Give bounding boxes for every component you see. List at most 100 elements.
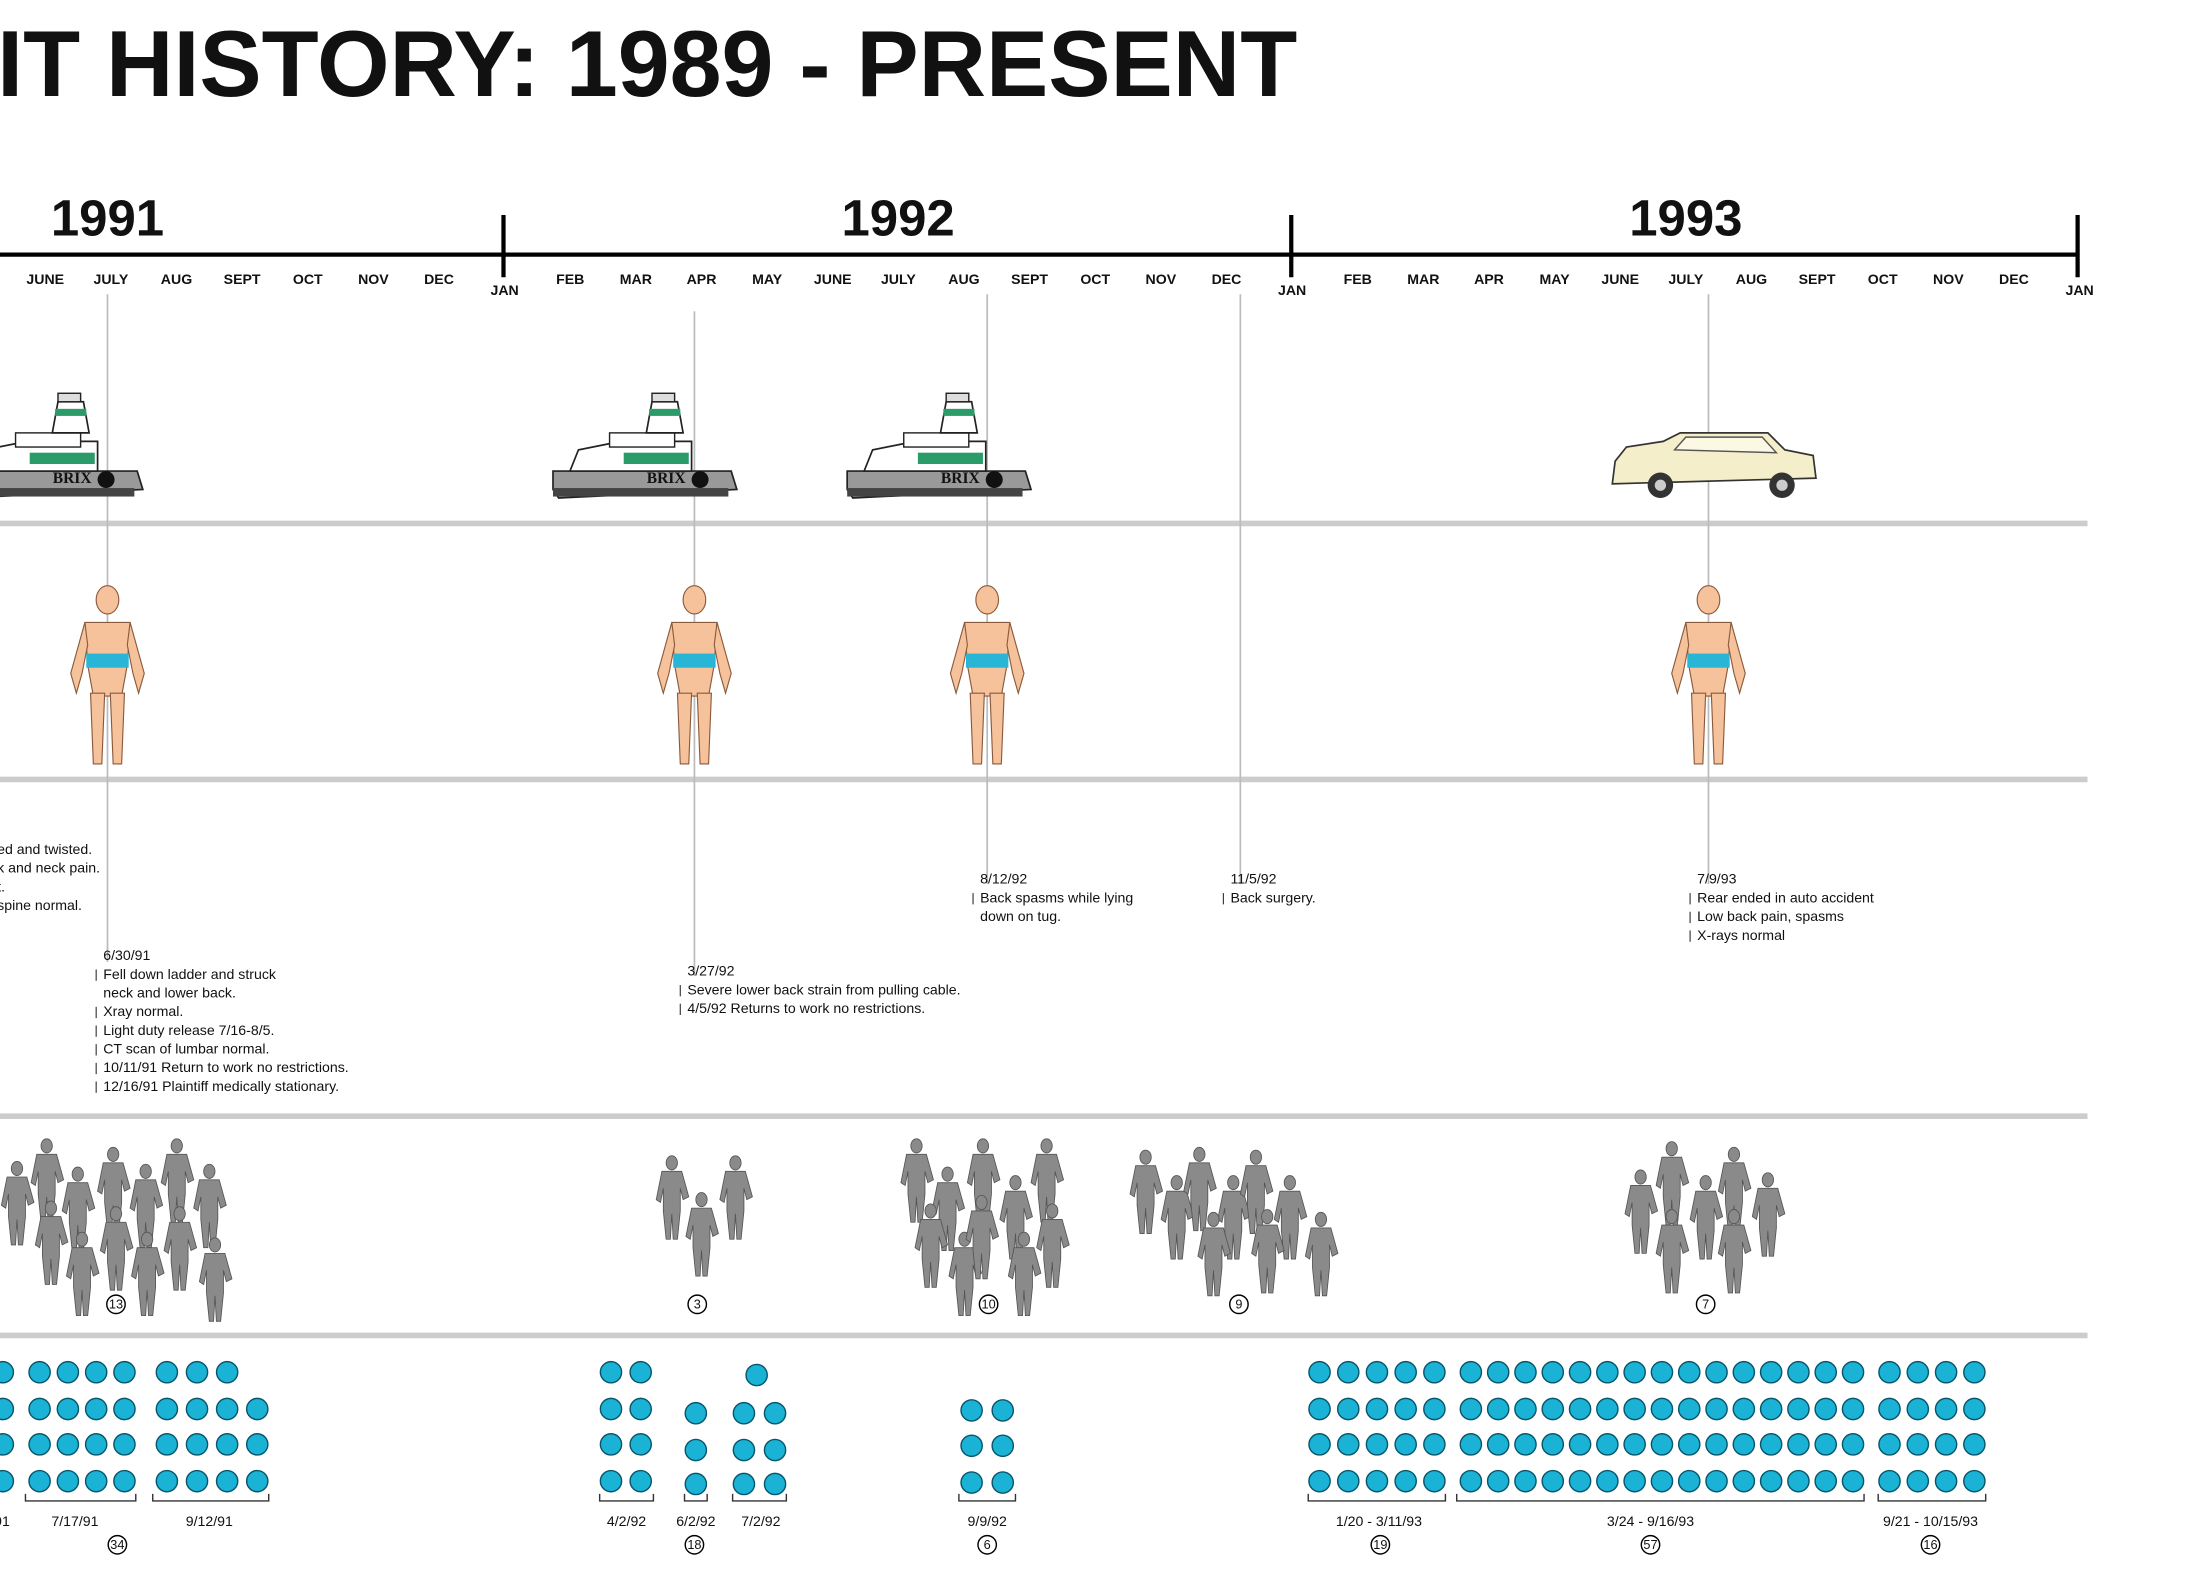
hull-band (0, 488, 135, 497)
visit-dot (113, 1433, 136, 1456)
visit-dot (1906, 1360, 1930, 1384)
month-label: JUNE (26, 271, 64, 287)
note-line: Low back pain, spasms (1697, 908, 1844, 924)
month-label: MAR (620, 271, 652, 287)
head (1696, 585, 1721, 615)
visit-dot (1878, 1397, 1901, 1421)
visit-dot (1732, 1397, 1756, 1421)
person-silhouette (1304, 1212, 1339, 1297)
visit-dot (960, 1399, 983, 1422)
note-line: Back surgery. (1230, 889, 1315, 905)
visit-label: 7/17/91 (51, 1513, 98, 1529)
month-label: JULY (1668, 271, 1703, 287)
person-silhouette (900, 1138, 934, 1223)
visit-label: 4/2/92 (607, 1513, 646, 1529)
visit-dot (1787, 1397, 1810, 1421)
visit-dot (1568, 1360, 1592, 1384)
title: IT HISTORY: 1989 - PRESENT (0, 11, 1297, 116)
visit-dot (1677, 1360, 1701, 1384)
note-line: k and neck pain. (0, 860, 100, 876)
tire (985, 471, 1003, 489)
count-number: 16 (1923, 1537, 1937, 1552)
body-figure (657, 585, 732, 765)
cabin-stripe (623, 452, 689, 465)
visit-dot (1308, 1397, 1331, 1421)
visit-dot (0, 1469, 15, 1493)
person-silhouette (1239, 1149, 1274, 1235)
note-date: 6/30/91 (103, 947, 150, 963)
visit-dot (1336, 1360, 1360, 1384)
visit-dot (1906, 1397, 1930, 1421)
visit-dot (1814, 1433, 1838, 1456)
tugboat-icon: BRIX (552, 392, 738, 499)
visit-dot (1732, 1433, 1756, 1456)
visit-dot (1963, 1360, 1986, 1384)
visit-dot (1934, 1360, 1958, 1384)
count-number: 19 (1373, 1537, 1387, 1552)
count-circle (107, 1534, 128, 1555)
visit-label: 3/24 - 9/16/93 (1607, 1513, 1694, 1529)
head (682, 585, 707, 615)
visit-dot (1934, 1433, 1958, 1456)
visit-dot (1814, 1397, 1838, 1421)
visit-dot (1906, 1469, 1930, 1493)
visit-dot (1934, 1397, 1958, 1421)
visit-dot (84, 1433, 108, 1456)
visit-dot (684, 1401, 708, 1425)
visit-dot (113, 1469, 136, 1493)
visit-dot (185, 1469, 209, 1493)
person-silhouette (655, 1155, 690, 1240)
visit-dot (1336, 1397, 1360, 1421)
count-circle (1229, 1294, 1249, 1315)
count-number: 18 (687, 1537, 701, 1552)
visit-dot (745, 1363, 768, 1387)
person-silhouette (685, 1192, 719, 1277)
year-label: 1991 (51, 190, 164, 247)
count-circle (687, 1294, 708, 1315)
legs (676, 692, 712, 765)
visit-dot (1650, 1469, 1674, 1493)
tugboat-icon: BRIX (0, 392, 144, 498)
visit-dot (155, 1360, 179, 1384)
person-silhouette (193, 1163, 227, 1249)
visit-dot (1336, 1469, 1360, 1493)
visit-dot (84, 1360, 108, 1384)
visit-dot (1486, 1469, 1510, 1493)
count-circle (1370, 1534, 1391, 1555)
note-line: Severe lower back strain from pulling ca… (687, 981, 960, 997)
visit-dot (56, 1469, 80, 1493)
visit-dot (1759, 1397, 1783, 1421)
person-silhouette (999, 1175, 1033, 1260)
note-line: X-rays normal (1697, 927, 1785, 943)
upper-cabin (903, 432, 970, 448)
note-line: 10/11/91 Return to work no restrictions. (103, 1059, 348, 1075)
visit-dot (1459, 1397, 1483, 1421)
month-label: SEPT (1799, 271, 1836, 287)
visit-label: 1/20 - 3/11/93 (1336, 1513, 1422, 1529)
note-line: 12/16/91 Plaintiff medically stationary. (103, 1078, 339, 1094)
visit-dot (84, 1397, 108, 1421)
visit-dot (185, 1433, 209, 1456)
month-label: AUG (948, 271, 979, 287)
month-label: JUNE (1601, 271, 1639, 287)
group-brace (152, 1493, 270, 1502)
tower (645, 400, 685, 434)
month-label: AUG (161, 271, 192, 287)
visit-dot (1459, 1433, 1483, 1456)
boat-name: BRIX (53, 470, 93, 487)
visit-dot (56, 1397, 80, 1421)
visit-dot (1486, 1433, 1510, 1456)
visit-dot (684, 1438, 708, 1462)
note-line: Back spasms while lying (980, 889, 1133, 905)
count-number: 6 (984, 1537, 991, 1552)
month-label: MAY (752, 271, 783, 287)
legs (1690, 692, 1727, 765)
visit-dot (1623, 1360, 1646, 1384)
tower-top (651, 392, 676, 403)
visit-dot (28, 1397, 51, 1421)
visit-dot (732, 1438, 756, 1462)
visit-dot (1459, 1469, 1483, 1493)
month-label: DEC (1212, 271, 1242, 287)
arms (70, 622, 145, 696)
